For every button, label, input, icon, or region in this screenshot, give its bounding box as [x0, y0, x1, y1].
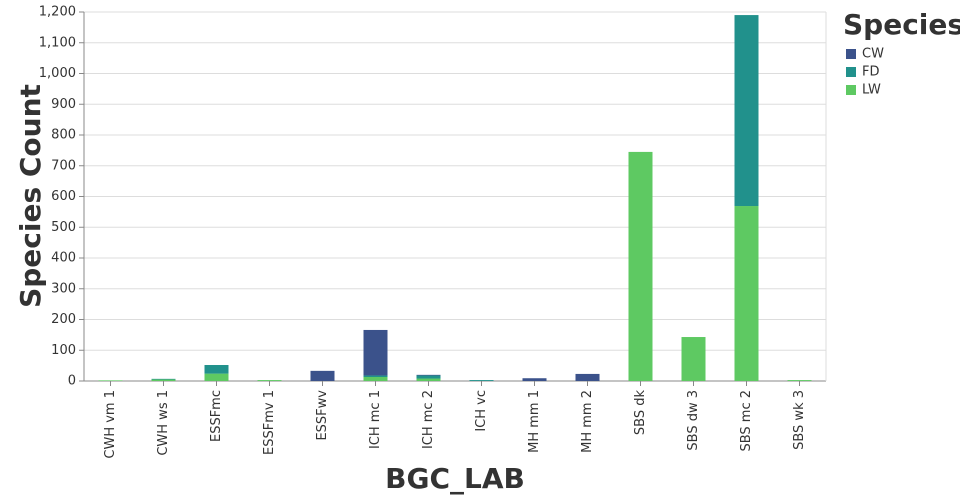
bar-segment	[469, 380, 494, 381]
x-tick-label: MH mm 1	[527, 390, 542, 453]
y-tick-label: 500	[51, 220, 76, 235]
bar-segment	[681, 337, 706, 381]
bar-segment	[734, 206, 759, 381]
legend-label: FD	[862, 65, 880, 80]
y-tick-label: 300	[51, 281, 76, 296]
legend-swatch	[846, 49, 856, 59]
legend-title: Species	[843, 8, 960, 41]
x-tick-label: CWH vm 1	[103, 390, 118, 459]
legend-swatch	[846, 85, 856, 95]
bar-segment	[204, 365, 229, 374]
bar-segment	[416, 374, 441, 376]
x-tick-label: ESSFwv	[315, 390, 330, 441]
bar-segment	[787, 380, 812, 381]
y-tick-label: 600	[51, 189, 76, 204]
bar-segment	[310, 370, 335, 381]
x-tick-label: CWH ws 1	[156, 390, 171, 456]
bar-segment	[416, 378, 441, 381]
legend-swatch	[846, 67, 856, 77]
x-axis-title: BGC_LAB	[385, 462, 525, 495]
y-tick-label: 800	[51, 128, 76, 143]
legend-label: CW	[862, 47, 884, 62]
bar-segment	[98, 380, 123, 381]
x-tick-label: ICH mc 2	[421, 390, 436, 449]
y-tick-label: 400	[51, 251, 76, 266]
legend-label: LW	[862, 83, 881, 98]
x-tick-label: ESSFmc	[209, 390, 224, 442]
x-tick-label: SBS dk	[633, 390, 648, 436]
x-tick-label: MH mm 2	[580, 390, 595, 453]
y-tick-label: 1,000	[39, 66, 76, 81]
x-tick-label: SBS dw 3	[686, 390, 701, 451]
y-tick-label: 0	[68, 374, 76, 389]
y-tick-label: 200	[51, 312, 76, 327]
x-tick-label: ICH mc 1	[368, 390, 383, 449]
bar-segment	[628, 151, 653, 381]
y-tick-label: 900	[51, 97, 76, 112]
bar-segment	[363, 375, 388, 378]
bar-segment	[416, 375, 441, 379]
x-tick-label: ESSFmv 1	[262, 390, 277, 455]
y-tick-label: 700	[51, 158, 76, 173]
y-tick-label: 1,100	[39, 35, 76, 50]
x-tick-label: ICH vc	[474, 390, 489, 432]
y-tick-label: 1,200	[39, 5, 76, 20]
y-axis-title: Species Count	[14, 84, 47, 308]
y-tick-label: 100	[51, 343, 76, 358]
bar-segment	[204, 373, 229, 381]
bar-segment	[257, 380, 282, 381]
bar-segment	[363, 329, 388, 376]
x-tick-label: SBS wk 3	[792, 390, 807, 450]
bar-segment	[363, 377, 388, 381]
bar-segment	[734, 15, 759, 207]
bar-segment	[151, 378, 176, 380]
x-tick-label: SBS mc 2	[739, 390, 754, 452]
bar-segment	[151, 379, 176, 381]
bar-segment	[575, 373, 600, 381]
bar-segment	[522, 378, 547, 381]
